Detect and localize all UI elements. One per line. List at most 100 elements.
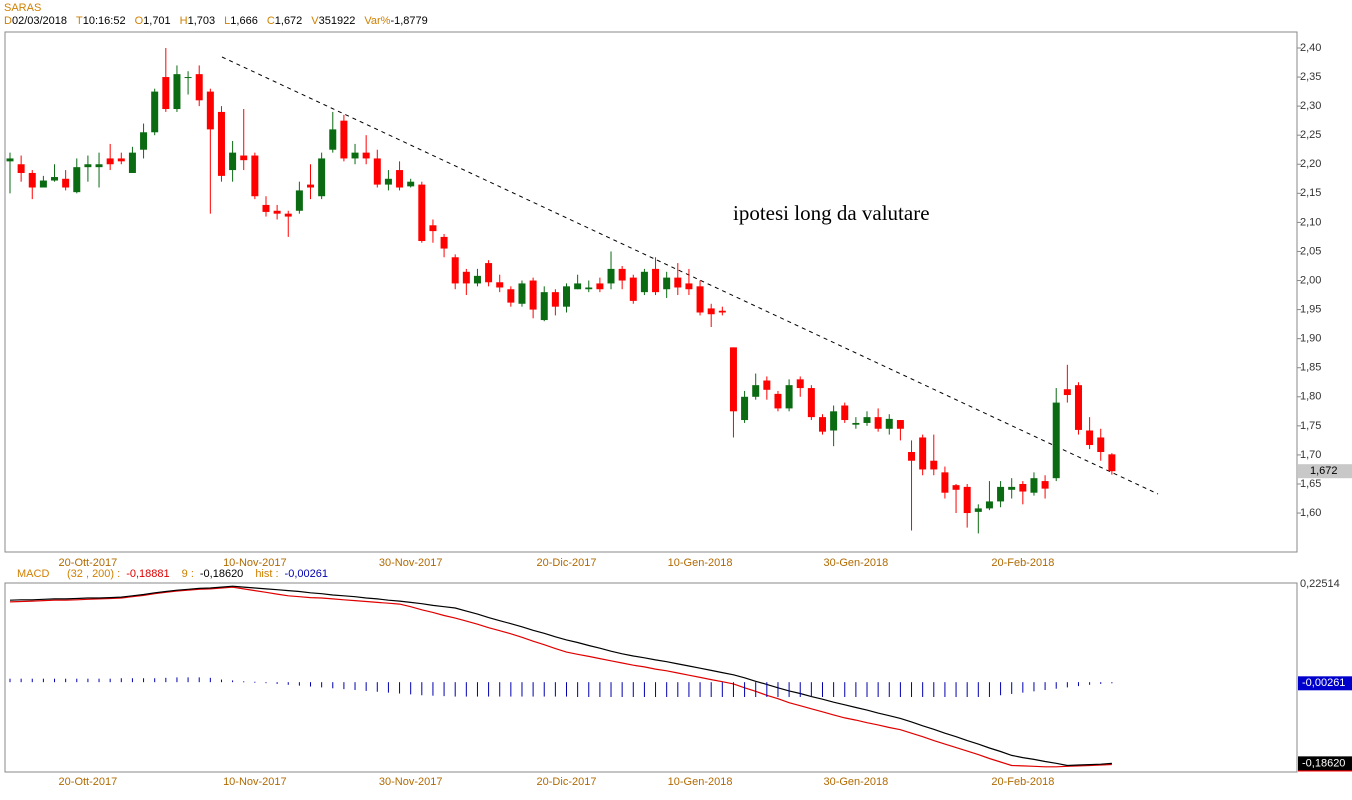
candle-body — [930, 460, 938, 470]
hist-bar — [20, 678, 22, 683]
hist-bar — [332, 682, 334, 689]
header-label: D — [4, 15, 12, 27]
header-label: T — [76, 15, 83, 27]
y-tick-label: 2,35 — [1300, 71, 1321, 83]
macd-line — [9, 586, 1112, 768]
candle-body — [874, 417, 882, 429]
candle-body — [1086, 430, 1094, 446]
hist-bar — [677, 682, 679, 697]
hist-bar — [87, 678, 89, 683]
last-value-box — [1298, 676, 1352, 691]
hist-bar — [577, 682, 579, 697]
candle-body — [84, 164, 92, 168]
hist-bar — [421, 682, 423, 696]
x-tick-label: 10-Nov-2017 — [223, 776, 287, 788]
candle-body — [707, 308, 715, 315]
candle-body — [240, 155, 248, 161]
candle-body — [974, 508, 982, 512]
candle-body — [273, 210, 281, 214]
x-tick-label: 10-Gen-2018 — [668, 776, 733, 788]
candle-body — [384, 178, 392, 185]
hist-bar — [209, 677, 211, 683]
candle-body — [440, 236, 448, 249]
hist-bar — [666, 682, 668, 697]
hist-bar — [710, 682, 712, 697]
legend-name: 9 : — [182, 568, 194, 580]
candle-body — [284, 213, 292, 217]
hist-bar — [220, 679, 222, 683]
x-tick-label: 30-Gen-2018 — [823, 776, 888, 788]
hist-bar — [933, 682, 935, 697]
hist-bar — [443, 682, 445, 697]
hist-bar — [432, 682, 434, 696]
hist-bar — [988, 682, 990, 697]
header-value: 1,666 — [230, 15, 258, 27]
header-value: 1,703 — [188, 15, 216, 27]
header-label: C — [267, 15, 275, 27]
candle-body — [95, 164, 103, 168]
hist-bar — [1000, 682, 1002, 696]
hist-bar — [176, 677, 178, 683]
y-tick-label: 2,10 — [1300, 216, 1321, 228]
candle-body — [1052, 402, 1060, 479]
candle-body — [473, 275, 481, 284]
candle-body — [217, 111, 225, 176]
hist-bar — [254, 681, 256, 683]
hist-bar — [955, 682, 957, 697]
candle-body — [896, 420, 904, 429]
candle-body — [640, 271, 648, 293]
hist-bar — [977, 682, 979, 697]
hist-bar — [54, 678, 56, 683]
hist-bar — [777, 682, 779, 697]
hist-bar — [154, 678, 156, 683]
candle-body — [151, 91, 159, 133]
last-value-box — [1298, 756, 1352, 771]
candle-body — [6, 158, 14, 162]
hist-bar — [922, 682, 924, 697]
last-price-box — [1298, 464, 1352, 479]
hist-bar — [888, 682, 890, 697]
header-value: 1,672 — [275, 15, 303, 27]
x-tick-label: 20-Dic-2017 — [537, 776, 597, 788]
hist-bar — [465, 682, 467, 697]
header-value: 10:16:52 — [83, 15, 126, 27]
hist-bar — [543, 682, 545, 697]
hist-bar — [1089, 682, 1091, 685]
hist-bar — [9, 678, 11, 683]
x-tick-label: 30-Nov-2017 — [379, 557, 443, 569]
hist-bar — [532, 682, 534, 697]
candle-body — [73, 167, 81, 193]
x-tick-label: 20-Dic-2017 — [537, 557, 597, 569]
hist-bar — [120, 678, 122, 683]
hist-bar — [476, 682, 478, 697]
candle-body — [818, 417, 826, 432]
hist-bar — [766, 682, 768, 697]
trend-line — [221, 56, 1159, 495]
candle-body — [908, 452, 916, 461]
candle-body — [596, 283, 604, 290]
hist-bar — [699, 682, 701, 697]
hist-bar — [276, 682, 278, 684]
hist-bar — [721, 682, 723, 697]
x-tick-label: 30-Nov-2017 — [379, 776, 443, 788]
hist-bar — [143, 678, 145, 683]
legend-name: hist : — [255, 568, 278, 580]
y-tick-label: 1,95 — [1300, 303, 1321, 315]
hist-bar — [65, 678, 67, 683]
hist-bar — [643, 682, 645, 697]
hist-bar — [877, 682, 879, 697]
candle-body — [496, 282, 504, 288]
candle-body — [863, 417, 871, 423]
hist-bar — [488, 682, 490, 697]
candle-body — [674, 277, 682, 288]
candle-body — [251, 155, 259, 197]
hist-bar — [298, 682, 300, 686]
candle-body — [696, 286, 704, 313]
y-tick-label: 2,40 — [1300, 42, 1321, 54]
candle-body — [51, 177, 59, 181]
hist-bar — [42, 678, 44, 683]
candle-body — [1041, 481, 1049, 489]
candle-body — [718, 310, 726, 313]
candle-body — [340, 120, 348, 159]
